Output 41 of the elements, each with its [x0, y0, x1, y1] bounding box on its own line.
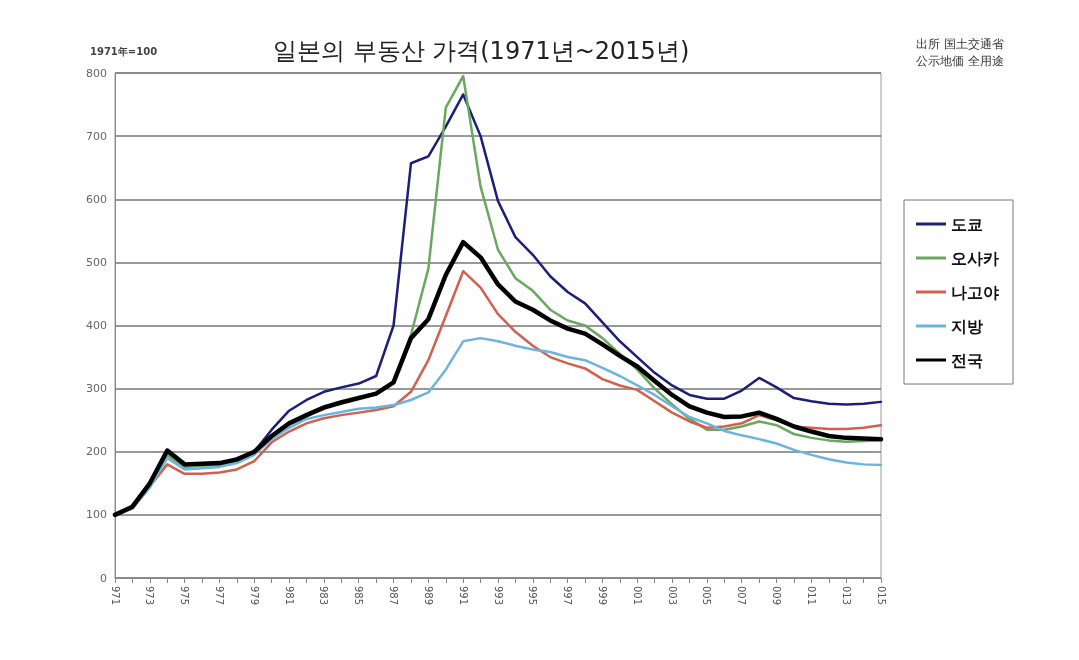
text: 出所 国土交通省	[916, 37, 1005, 51]
y-tick-label: 300	[86, 382, 107, 396]
legend-label: 도쿄	[951, 214, 983, 234]
x-tick-label: 989	[422, 586, 434, 606]
x-tick-label: 999	[596, 586, 608, 606]
text: 1971年=100	[90, 45, 158, 57]
x-tick-label: 991	[457, 586, 469, 606]
y-tick-label: 600	[86, 192, 107, 206]
x-tick-label: 003	[666, 586, 678, 606]
y-tick-label: 200	[86, 445, 107, 459]
y-tick-label: 500	[86, 255, 107, 269]
text: 公示地価 全用途	[916, 54, 1005, 68]
x-tick-label: 977	[213, 586, 225, 606]
x-tick-label: 011	[805, 586, 817, 606]
legend-label: 전국	[951, 350, 983, 370]
x-tick-label: 985	[353, 586, 365, 606]
x-tick-label: 983	[318, 586, 330, 606]
x-tick-label: 981	[283, 586, 295, 606]
chart-title: 일본의 부동산 가격(1971년~2015년)	[273, 37, 690, 65]
x-tick-label: 013	[840, 586, 852, 606]
x-tick-label: 009	[771, 586, 783, 606]
x-tick-label: 997	[562, 586, 574, 606]
x-tick-label: 995	[527, 586, 539, 606]
y-tick-label: 700	[86, 129, 107, 143]
x-tick-label: 973	[144, 586, 156, 606]
x-tick-label: 005	[701, 586, 713, 606]
y-tick-label: 0	[100, 571, 107, 585]
x-tick-label: 987	[388, 586, 400, 606]
x-tick-label: 993	[492, 586, 504, 606]
legend-label: 나고야	[951, 282, 999, 302]
y-tick-label: 800	[86, 66, 107, 80]
x-tick-label: 015	[875, 586, 887, 606]
y-tick-label: 400	[86, 319, 107, 332]
legend-label: 오사카	[951, 248, 999, 268]
x-tick-label: 971	[109, 586, 121, 606]
legend-label: 지방	[951, 316, 983, 336]
x-tick-label: 007	[736, 586, 748, 606]
x-tick-label: 975	[179, 586, 191, 606]
y-tick-label: 100	[86, 508, 107, 522]
x-tick-label: 979	[248, 586, 260, 606]
x-tick-label: 001	[631, 586, 643, 606]
